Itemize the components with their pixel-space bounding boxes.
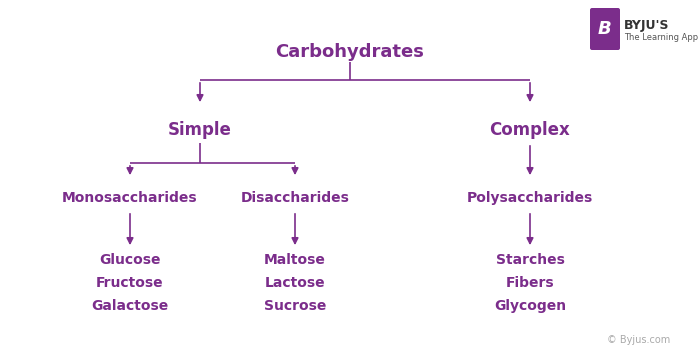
FancyBboxPatch shape bbox=[590, 8, 620, 50]
Text: Simple: Simple bbox=[168, 121, 232, 139]
Text: © Byjus.com: © Byjus.com bbox=[607, 335, 670, 345]
Text: Disaccharides: Disaccharides bbox=[241, 191, 349, 205]
Text: Carbohydrates: Carbohydrates bbox=[276, 43, 424, 61]
Text: Complex: Complex bbox=[489, 121, 570, 139]
Text: BYJU'S: BYJU'S bbox=[624, 19, 669, 32]
Bar bbox=[590, 8, 693, 50]
Text: The Learning App: The Learning App bbox=[624, 33, 698, 42]
Text: Monosaccharides: Monosaccharides bbox=[62, 191, 198, 205]
Text: B: B bbox=[598, 20, 612, 38]
Text: Polysaccharides: Polysaccharides bbox=[467, 191, 593, 205]
Text: Glucose
Fructose
Galactose: Glucose Fructose Galactose bbox=[92, 253, 169, 313]
Text: Starches
Fibers
Glycogen: Starches Fibers Glycogen bbox=[494, 253, 566, 313]
Text: Maltose
Lactose
Sucrose: Maltose Lactose Sucrose bbox=[264, 253, 326, 313]
